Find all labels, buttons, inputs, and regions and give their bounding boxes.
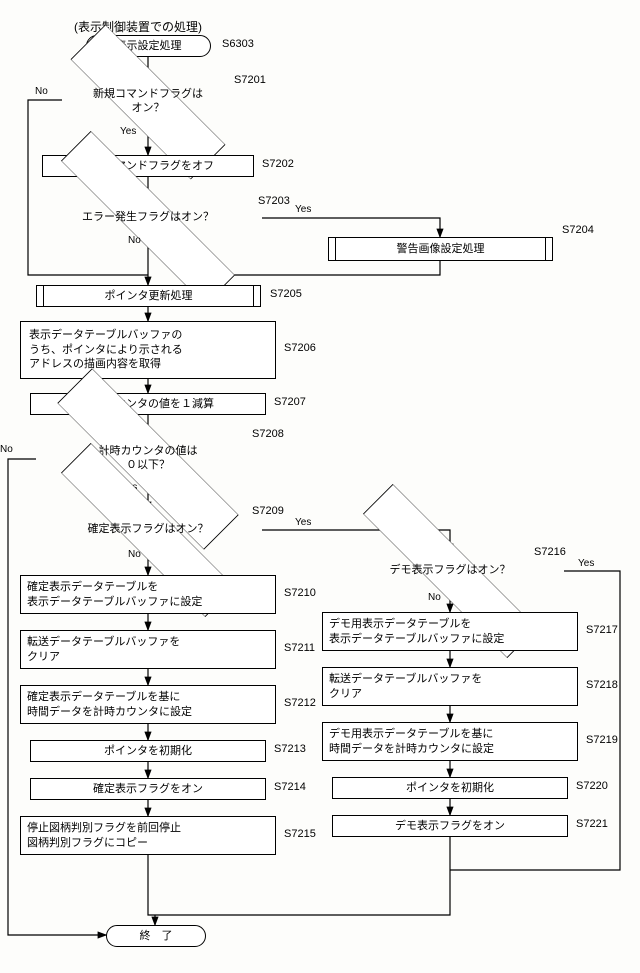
decision-s7203: エラー発生フラグはオン？ <box>28 158 268 278</box>
step-s7220: S7220 <box>576 780 608 792</box>
step-s7203: S7203 <box>258 195 290 207</box>
edge-no-s7203: No <box>128 235 141 246</box>
step-s7221: S7221 <box>576 818 608 830</box>
edge-no-s7208: No <box>0 444 13 455</box>
process-s7217: デモ用表示データテーブルを表示データテーブルバッファに設定 <box>322 612 578 651</box>
process-s7213: ポインタを初期化 <box>30 740 266 762</box>
edge-yes-s7216: Yes <box>578 558 594 569</box>
process-s7206: 表示データテーブルバッファのうち、ポインタにより示されるアドレスの描画内容を取得 <box>20 321 276 379</box>
process-s7212: 確定表示データテーブルを基に時間データを計時カウンタに設定 <box>20 685 276 724</box>
decision-s7209: 確定表示フラグはオン？ <box>28 470 268 590</box>
decision-s7203-text: エラー発生フラグはオン？ <box>28 158 268 278</box>
subroutine-s7205-text: ポインタ更新処理 <box>37 286 260 306</box>
step-s7206: S7206 <box>284 342 316 354</box>
end-terminator: 終 了 <box>106 925 206 947</box>
edge-yes-s7203: Yes <box>295 204 311 215</box>
process-s7219: デモ用表示データテーブルを基に時間データを計時カウンタに設定 <box>322 722 578 761</box>
process-s7210: 確定表示データテーブルを表示データテーブルバッファに設定 <box>20 575 276 614</box>
step-s7205: S7205 <box>270 288 302 300</box>
step-s7209: S7209 <box>252 505 284 517</box>
decision-s7209-text: 確定表示フラグはオン？ <box>28 470 268 590</box>
step-s7219: S7219 <box>586 734 618 746</box>
step-s7207: S7207 <box>274 396 306 408</box>
subroutine-s7204: 警告画像設定処理 <box>328 237 553 261</box>
step-s7216: S7216 <box>534 546 566 558</box>
process-s7218: 転送データテーブルバッファをクリア <box>322 667 578 706</box>
step-s7210: S7210 <box>284 587 316 599</box>
step-s7204: S7204 <box>562 224 594 236</box>
process-s7215: 停止図柄判別フラグを前回停止図柄判別フラグにコピー <box>20 816 276 855</box>
edge-yes-s7209: Yes <box>295 517 311 528</box>
subroutine-s7204-text: 警告画像設定処理 <box>329 238 552 260</box>
step-s7215: S7215 <box>284 828 316 840</box>
process-s7220: ポインタを初期化 <box>332 777 568 799</box>
edge-no-s7201: No <box>35 86 48 97</box>
step-s7217: S7217 <box>586 624 618 636</box>
edge-no-s7216: No <box>428 592 441 603</box>
process-s7211: 転送データテーブルバッファをクリア <box>20 630 276 669</box>
step-s7212: S7212 <box>284 697 316 709</box>
subroutine-s7205: ポインタ更新処理 <box>36 285 261 307</box>
step-s7201: S7201 <box>234 74 266 86</box>
edge-yes-s7201: Yes <box>120 126 136 137</box>
edge-no-s7209: No <box>128 549 141 560</box>
step-s7213: S7213 <box>274 743 306 755</box>
step-s7208: S7208 <box>252 428 284 440</box>
process-s7221: デモ表示フラグをオン <box>332 815 568 837</box>
step-s7214: S7214 <box>274 781 306 793</box>
step-s7211: S7211 <box>284 642 315 654</box>
step-s7218: S7218 <box>586 679 618 691</box>
process-s7214: 確定表示フラグをオン <box>30 778 266 800</box>
